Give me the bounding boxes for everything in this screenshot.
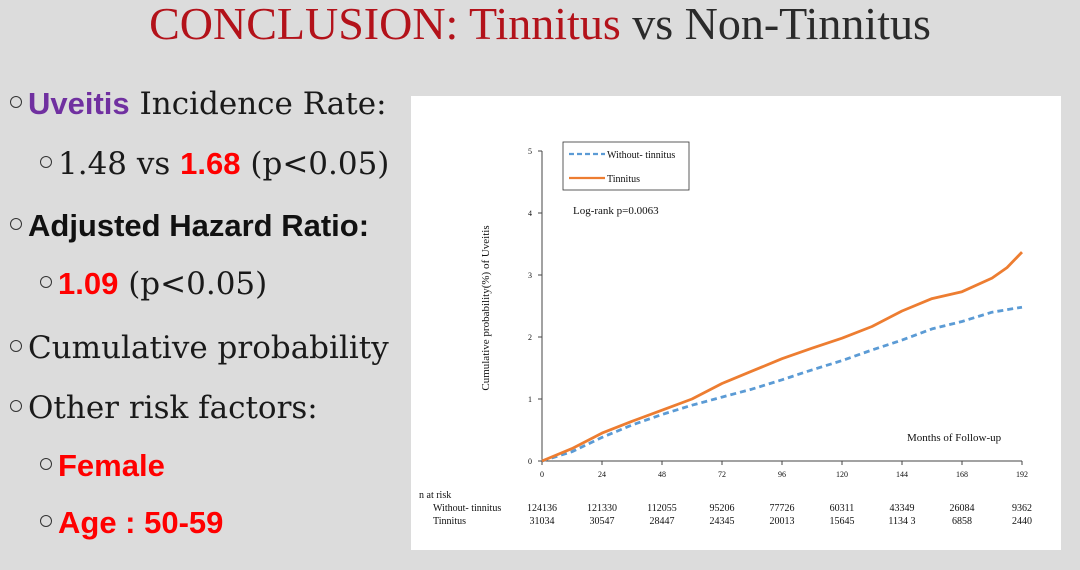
- risk-row-label-tinnitus: Tinnitus: [433, 516, 466, 527]
- bullet-circle-icon: [10, 339, 22, 352]
- risk-cell: 6858: [952, 516, 972, 527]
- ahr-value: 1.09: [58, 266, 119, 301]
- risk-cell: 20013: [770, 516, 795, 527]
- logrank-annotation: Log-rank p=0.0063: [573, 205, 659, 217]
- ahr-label: Adjusted Hazard Ratio:: [28, 208, 370, 243]
- risk-cell: 112055: [647, 503, 677, 514]
- series-line-without-tinnitus: [541, 305, 1023, 463]
- legend-label-tinnitus: Tinnitus: [607, 174, 640, 185]
- bullet-rate: 1.48 vs 1.68 (p<0.05): [40, 146, 389, 182]
- uveitis-word: Uveitis: [28, 86, 130, 121]
- y-axis-label: Cumulative probability(%) of Uveitis: [480, 225, 492, 390]
- bullet-ahr-value: 1.09 (p<0.05): [40, 266, 267, 302]
- risk-cell: 95206: [710, 503, 735, 514]
- x-tick-label: 144: [896, 470, 908, 479]
- y-tick-label: 2: [528, 333, 532, 342]
- risk-cell: 30547: [590, 516, 615, 527]
- legend-label-without: Without- tinnitus: [607, 150, 675, 161]
- series-line-tinnitus: [541, 251, 1024, 463]
- bullet-circle-icon: [40, 457, 52, 470]
- x-tick-label: 0: [540, 470, 544, 479]
- ahr-p: (p<0.05): [128, 266, 268, 302]
- rate-p: (p<0.05): [250, 146, 390, 182]
- bullet-ahr: Adjusted Hazard Ratio:: [10, 208, 369, 244]
- x-tick-label: 24: [598, 470, 606, 479]
- risk-cell: 1134 3: [888, 516, 915, 527]
- y-tick-label: 0: [528, 457, 532, 466]
- title-part1: CONCLUSION: Tinnitus: [149, 0, 621, 49]
- risk-cell: 43349: [890, 503, 915, 514]
- title-part2: vs Non-Tinnitus: [632, 0, 931, 49]
- risk-cell: 24345: [710, 516, 735, 527]
- x-axis-label: Months of Follow-up: [907, 432, 1002, 444]
- risk-cell: 15645: [830, 516, 855, 527]
- risk-cell: 124136: [527, 503, 557, 514]
- x-tick-label: 72: [718, 470, 726, 479]
- bullet-cumulative: Cumulative probability: [10, 330, 389, 366]
- y-tick-label: 4: [528, 209, 532, 218]
- risk-cell: 28447: [650, 516, 675, 527]
- female-label: Female: [58, 448, 165, 483]
- bullet-circle-icon: [40, 275, 52, 288]
- km-chart: 0 1 2 3 4 5 0 24 48 72 96 120 144 168 192 Without- tin…: [419, 141, 1032, 527]
- risk-table-header: n at risk: [419, 490, 451, 501]
- bullet-circle-icon: [10, 399, 22, 412]
- risk-cell: 31034: [530, 516, 555, 527]
- bullet-circle-icon: [10, 95, 22, 108]
- rate-highlight: 1.68: [180, 146, 241, 181]
- age-label: Age : 50-59: [58, 505, 224, 540]
- bullet-other-risk: Other risk factors:: [10, 390, 318, 426]
- bullet-incidence: Uveitis Incidence Rate:: [10, 86, 387, 122]
- risk-cell: 77726: [770, 503, 795, 514]
- risk-cell: 9362: [1012, 503, 1032, 514]
- risk-cell: 26084: [950, 503, 975, 514]
- rate-plain: 1.48 vs: [58, 146, 171, 182]
- bullet-age: Age : 50-59: [40, 505, 223, 541]
- y-tick-label: 5: [528, 147, 532, 156]
- cumulative-label: Cumulative probability: [28, 330, 389, 366]
- bullet-circle-icon: [40, 155, 52, 168]
- bullet-circle-icon: [40, 514, 52, 527]
- y-tick-label: 3: [528, 271, 532, 280]
- km-chart-panel: 0 1 2 3 4 5 0 24 48 72 96 120 144 168 192 Without- tin…: [411, 96, 1061, 550]
- risk-cell: 121330: [587, 503, 617, 514]
- other-risk-label: Other risk factors:: [28, 390, 318, 426]
- risk-cell: 60311: [830, 503, 855, 514]
- x-tick-label: 168: [956, 470, 968, 479]
- bullet-circle-icon: [10, 217, 22, 230]
- x-tick-label: 48: [658, 470, 666, 479]
- y-tick-label: 1: [528, 395, 532, 404]
- slide-title: CONCLUSION: Tinnitus vs Non-Tinnitus: [0, 0, 1080, 48]
- risk-cell: 2440: [1012, 516, 1032, 527]
- x-tick-label: 120: [836, 470, 848, 479]
- risk-row-label-without: Without- tinnitus: [433, 503, 501, 514]
- x-tick-label: 96: [778, 470, 786, 479]
- bullet-female: Female: [40, 448, 165, 484]
- legend-box: [562, 141, 690, 191]
- x-tick-label: 192: [1016, 470, 1028, 479]
- incidence-label: Incidence Rate:: [139, 86, 387, 122]
